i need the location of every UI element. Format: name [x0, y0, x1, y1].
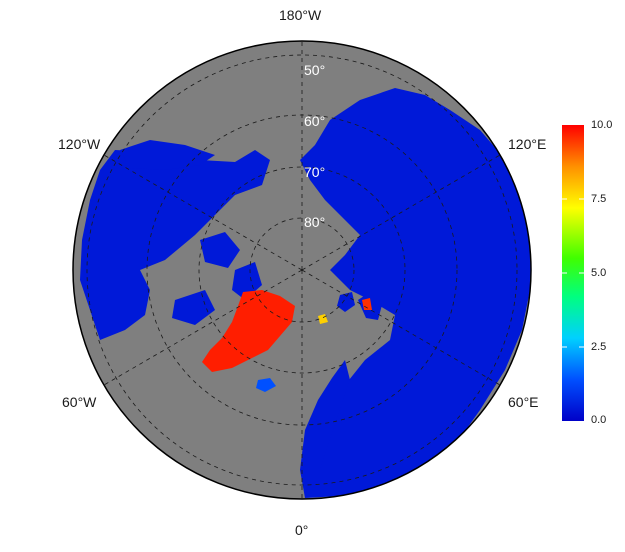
lat-label-80: 80° — [304, 214, 325, 230]
land-eurasia — [300, 88, 531, 498]
colorbar-label-2-5: 2.5 — [591, 341, 607, 353]
svalbard — [337, 292, 355, 312]
colorbar-tick-marks — [562, 198, 584, 348]
lon-label-lower-left: 60°W — [62, 394, 97, 410]
lon-label-bottom: 0° — [295, 522, 309, 538]
map-border — [72, 40, 532, 500]
colorbar-gradient — [562, 125, 584, 421]
lat-label-50: 50° — [304, 62, 325, 78]
iceland — [256, 378, 276, 392]
land-canadian-archipelago — [172, 232, 262, 325]
lat-label-70: 70° — [304, 164, 325, 180]
meridians — [103, 41, 501, 499]
colorbar-label-5: 5.0 — [591, 267, 607, 279]
colorbar-label-10: 10.0 — [591, 119, 613, 131]
lon-label-lower-right: 60°E — [508, 394, 539, 410]
lat-label-60: 60° — [304, 113, 325, 129]
colorbar-label-0: 0.0 — [591, 414, 607, 426]
land-alaska — [120, 140, 215, 170]
lon-label-top: 180°W — [279, 7, 322, 23]
lon-label-upper-right: 120°E — [508, 136, 547, 152]
land-scandinavia — [300, 360, 350, 470]
colorbar-label-7-5: 7.5 — [591, 193, 607, 205]
greenland-high-values — [202, 290, 295, 372]
lon-label-upper-left: 120°W — [58, 136, 101, 152]
land-north-america — [80, 150, 270, 340]
hotspot-1 — [362, 298, 372, 310]
